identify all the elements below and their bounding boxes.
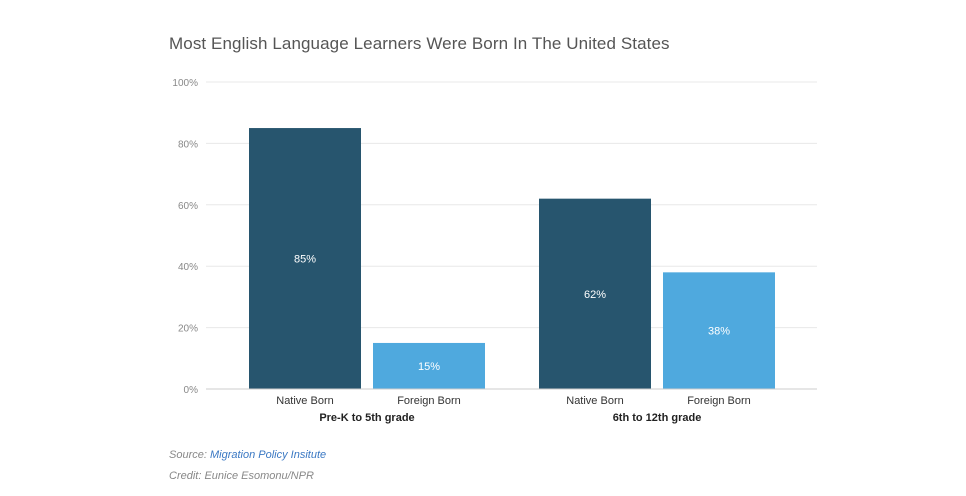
data-label: 38% xyxy=(708,326,730,338)
category-label: Native Born xyxy=(276,395,333,407)
data-label: 15% xyxy=(418,361,440,373)
group-label: 6th to 12th grade xyxy=(613,412,702,424)
category-label: Foreign Born xyxy=(687,395,751,407)
y-tick-label: 40% xyxy=(178,262,198,273)
category-label: Native Born xyxy=(566,395,623,407)
y-tick-label: 100% xyxy=(172,78,198,89)
data-label: 85% xyxy=(294,254,316,266)
bar xyxy=(539,198,651,389)
credit-note: Credit: Eunice Esomonu/NPR xyxy=(169,470,314,482)
source-prefix: Source: xyxy=(169,449,210,461)
category-label: Foreign Born xyxy=(397,395,461,407)
chart-title: Most English Language Learners Were Born… xyxy=(169,34,670,53)
data-label: 62% xyxy=(584,289,606,301)
y-tick-label: 0% xyxy=(184,385,199,396)
y-tick-label: 20% xyxy=(178,324,198,335)
bars xyxy=(249,128,775,390)
bar xyxy=(249,128,361,390)
bar xyxy=(373,342,485,389)
source-link[interactable]: Migration Policy Insitute xyxy=(209,449,327,461)
source-note: Source: Migration Policy Insitute xyxy=(169,449,326,461)
y-tick-label: 80% xyxy=(178,139,198,150)
group-label: Pre-K to 5th grade xyxy=(319,412,414,424)
bar xyxy=(663,272,775,389)
y-tick-label: 60% xyxy=(178,201,198,212)
y-axis-ticks: 0% 20% 40% 60% 80% 100% xyxy=(172,78,198,396)
bar-labels: 85% Native Born 15% Foreign Born Pre-K to 5t… xyxy=(276,254,751,424)
